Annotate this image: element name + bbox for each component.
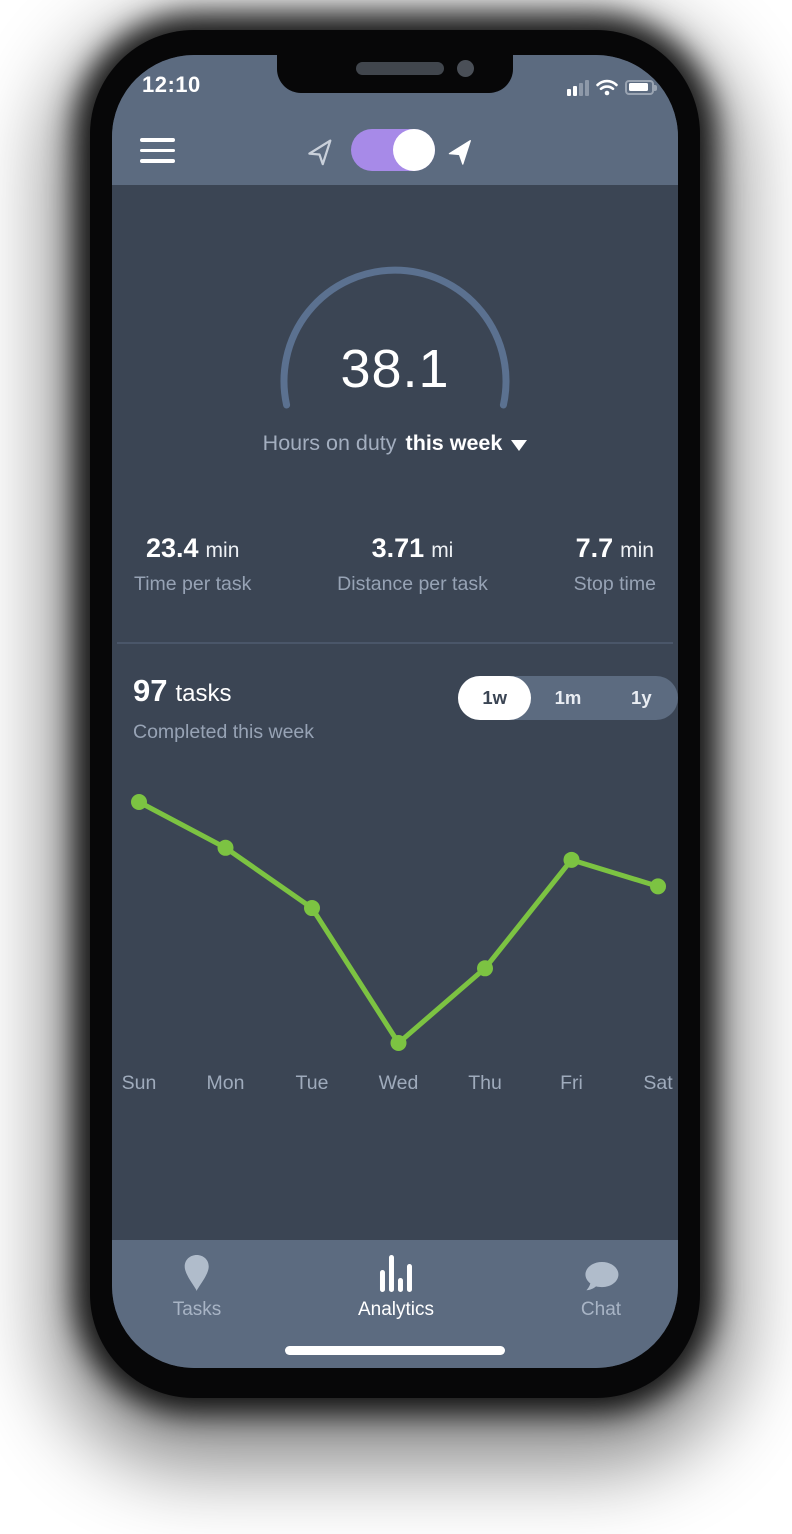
toggle-knob (393, 129, 435, 171)
bottom-tab-bar: Tasks Analytics Chat (112, 1240, 678, 1368)
wifi-icon (596, 79, 618, 96)
status-time: 12:10 (142, 72, 201, 97)
stat-label: Stop time (573, 573, 656, 595)
chart-point (477, 960, 493, 977)
hours-caption-label: Hours on duty (262, 431, 397, 455)
stat-label: Distance per task (337, 573, 488, 595)
range-option-1m[interactable]: 1m (554, 687, 582, 708)
chart-day-label: Tue (296, 1072, 329, 1094)
chart-day-label: Thu (468, 1072, 502, 1094)
duty-toggle-group (308, 129, 478, 171)
tab-tasks[interactable]: Tasks (172, 1252, 222, 1321)
range-option-1w[interactable]: 1w (458, 676, 532, 720)
chart-point (390, 1035, 407, 1051)
map-pin-icon (183, 1252, 211, 1292)
chart-day-label: Sun (122, 1072, 157, 1094)
chart-day-label: Mon (207, 1072, 245, 1094)
tasks-unit: tasks (175, 680, 232, 707)
tab-label: Chat (580, 1299, 622, 1320)
app-screen: 12:10 (112, 55, 678, 1368)
stat-value: 23.4 (145, 533, 199, 563)
chart-point (650, 878, 666, 895)
tasks-summary: 97 tasks Completed this week (133, 673, 314, 744)
stat-distance-per-task: 3.71 mi Distance per task (337, 533, 488, 596)
signal-icon (567, 79, 589, 96)
tasks-subtitle: Completed this week (133, 721, 315, 743)
chart-point (131, 794, 147, 810)
phone-frame: 12:10 (90, 30, 700, 1398)
menu-button[interactable] (140, 138, 175, 163)
chat-bubble-icon (583, 1252, 619, 1292)
battery-icon (625, 79, 657, 95)
chart-day-label: Fri (560, 1072, 583, 1094)
range-option-1y[interactable]: 1y (631, 687, 652, 708)
chart-day-label: Wed (379, 1072, 419, 1094)
stat-unit: min (205, 539, 240, 562)
bar-chart-icon (379, 1252, 413, 1292)
tab-label: Analytics (357, 1299, 435, 1320)
stat-value: 7.7 (575, 533, 614, 563)
stat-value: 3.71 (371, 533, 425, 563)
section-divider (117, 642, 673, 644)
chart-point (217, 839, 234, 856)
stats-row: 23.4 min Time per task 3.71 mi Distance pe… (112, 533, 678, 596)
notch (277, 55, 513, 93)
stat-time-per-task: 23.4 min Time per task (134, 533, 251, 596)
location-arrow-outline-icon (308, 139, 332, 166)
stat-label: Time per task (134, 573, 252, 595)
range-selector: 1w 1m 1y (458, 676, 678, 720)
hours-on-duty-value: 38.1 (340, 339, 450, 399)
stat-unit: min (620, 539, 654, 562)
speaker-grille (356, 62, 444, 75)
tab-chat[interactable]: Chat (581, 1252, 621, 1321)
tasks-line-chart: Sun Mon Tue Wed Thu Fri Sat (122, 794, 673, 1094)
tab-analytics[interactable]: Analytics (358, 1252, 434, 1321)
on-duty-toggle[interactable] (351, 129, 435, 171)
tab-label: Tasks (172, 1299, 222, 1320)
hours-caption[interactable]: Hours on duty this week (112, 431, 678, 456)
chart-point (563, 851, 580, 868)
chart-line (136, 799, 661, 1046)
hours-caption-period: this week (405, 431, 503, 455)
stat-unit: mi (431, 539, 454, 562)
chart-day-label: Sat (643, 1072, 673, 1094)
front-camera (457, 60, 474, 77)
hours-gauge-arc (280, 266, 510, 409)
caret-down-icon (511, 439, 528, 451)
home-indicator[interactable] (285, 1346, 505, 1355)
top-nav-bar: 12:10 (112, 55, 678, 185)
chart-point (304, 900, 320, 917)
stat-stop-time: 7.7 min Stop time (574, 533, 656, 596)
location-arrow-filled-icon (448, 140, 471, 165)
tasks-count: 97 (133, 673, 168, 708)
status-icons (567, 75, 657, 99)
